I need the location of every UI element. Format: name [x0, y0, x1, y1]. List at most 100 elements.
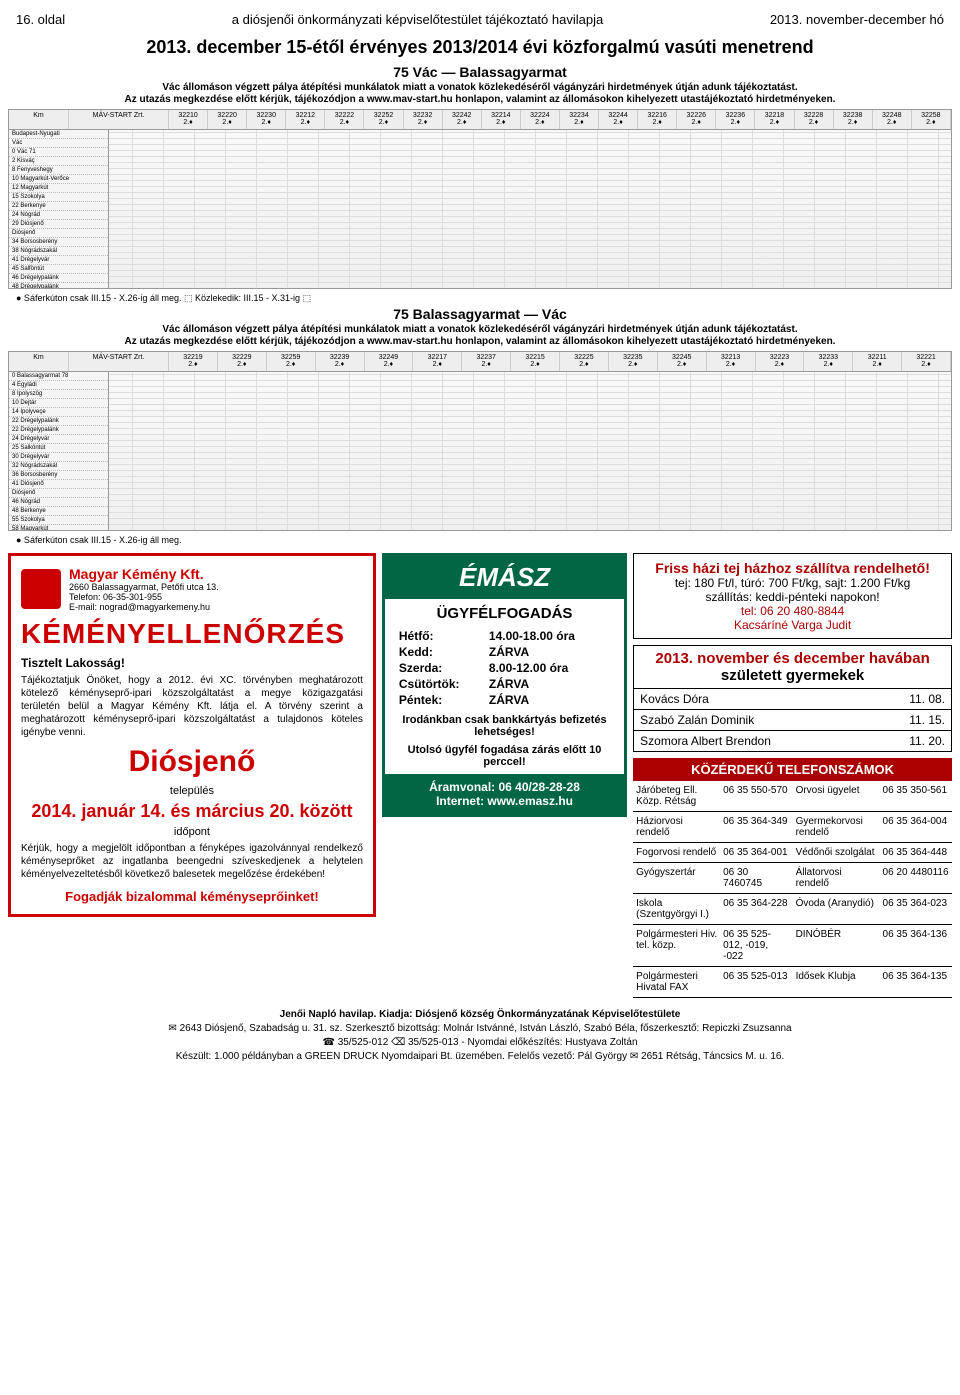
births-title-2: született gyermekek [721, 667, 864, 684]
station-name: 10 Dejtár [9, 399, 108, 408]
station-name: Vác [9, 139, 108, 148]
day-label: Kedd: [399, 645, 489, 659]
company-email: E-mail: nograd@magyarkemeny.hu [69, 602, 219, 612]
footer-line4: Készült: 1.000 példányban a GREEN DRUCK … [8, 1050, 952, 1064]
phone-cell: Háziorvosi rendelő [633, 812, 720, 843]
ad-body-2: Kérjük, hogy a megjelölt időpontban a fé… [21, 842, 363, 881]
phone-cell: 06 35 364-023 [880, 894, 952, 925]
chimney-ad: Magyar Kémény Kft. 2660 Balassagyarmat, … [8, 553, 376, 917]
station-name: 25 Salköntút [9, 444, 108, 453]
train-number: 322252.♦ [560, 352, 609, 371]
phone-cell: Iskola (Szentgyörgyi I.) [633, 894, 720, 925]
phone-cell: Járóbeteg Ell. Közp. Rétság [633, 781, 720, 812]
train-number: 322522.♦ [364, 110, 403, 129]
milk-title: Friss házi tej házhoz szállítva rendelhe… [640, 560, 945, 576]
station-name: 55 Szokolya [9, 516, 108, 525]
timetable-2-header: Km MÁV-START Zrt. 322192.♦322292.♦322592… [9, 352, 951, 372]
station-name: 48 Drégelypalánk [9, 283, 108, 289]
train-number: 322452.♦ [658, 352, 707, 371]
birth-row: Szabó Zalán Dominik11. 15. [634, 709, 951, 730]
route1-note1: Vác állomáson végzett pálya átépítési mu… [8, 82, 952, 93]
phone-cell: DINÓBÉR [793, 925, 880, 967]
train-number: 322102.♦ [169, 110, 208, 129]
births-title-1: 2013. november és december havában [655, 650, 929, 667]
station-name: 15 Szokolya [9, 193, 108, 202]
train-number: 322122.♦ [286, 110, 325, 129]
station-name: 29 Diósjenő [9, 220, 108, 229]
emasz-note2: Utolsó ügyfél fogadása zárás előtt 10 pe… [389, 744, 620, 768]
phone-cell: 06 35 525-012, -019, -022 [720, 925, 792, 967]
ad-greeting: Tisztelt Lakosság! [21, 656, 363, 670]
publication-name: a diósjenői önkormányzati képviselőtestü… [232, 12, 603, 27]
phone-title: KÖZÉRDEKŰ TELEFONSZÁMOK [633, 758, 952, 781]
train-number: 322262.♦ [677, 110, 716, 129]
station-name: 24 Drégelyvár [9, 435, 108, 444]
emasz-web: Internet: www.emasz.hu [391, 794, 618, 808]
ad-date: 2014. január 14. és március 20. között [21, 801, 363, 822]
hours-row: Hétfő:14.00-18.00 óra [385, 628, 624, 644]
train-number: 322442.♦ [599, 110, 638, 129]
hours-value: 14.00-18.00 óra [489, 629, 575, 643]
train-number: 322422.♦ [443, 110, 482, 129]
train-number: 322582.♦ [912, 110, 951, 129]
timetable-2: Km MÁV-START Zrt. 322192.♦322292.♦322592… [8, 351, 952, 531]
milk-prices: tej: 180 Ft/l, túró: 700 Ft/kg, sajt: 1.… [640, 576, 945, 590]
emasz-phone: Áramvonal: 06 40/28-28-28 [391, 780, 618, 794]
timetable-2-stations: 0 Balassagyarmat 784 Egyládi8 Ipolyszög1… [9, 372, 109, 530]
station-name: 48 Berkenye [9, 507, 108, 516]
main-title: 2013. december 15-étől érvényes 2013/201… [8, 37, 952, 58]
phone-cell: 06 35 364-135 [880, 967, 952, 998]
route1-title: 75 Vác — Balassagyarmat [8, 64, 952, 80]
phone-cell: 06 35 525-013 [720, 967, 792, 998]
train-number: 322392.♦ [316, 352, 365, 371]
timetable-1: Km MÁV-START Zrt. 322102.♦322202.♦322302… [8, 109, 952, 289]
train-number: 322372.♦ [462, 352, 511, 371]
train-number: 322592.♦ [267, 352, 316, 371]
milk-phone: tel: 06 20 480-8844 [640, 604, 945, 618]
page-number: 16. oldal [16, 12, 65, 27]
station-name: 14 Ipolyveçe [9, 408, 108, 417]
train-number: 322362.♦ [716, 110, 755, 129]
train-number: 322112.♦ [853, 352, 902, 371]
timetable-1-header: Km MÁV-START Zrt. 322102.♦322202.♦322302… [9, 110, 951, 130]
station-name: 22 Berkenye [9, 202, 108, 211]
phone-cell: Orvosi ügyelet [793, 781, 880, 812]
station-name: 30 Drégelyvár [9, 453, 108, 462]
emasz-subtitle: ÜGYFÉLFOGADÁS [385, 605, 624, 622]
phone-cell: 06 35 364-349 [720, 812, 792, 843]
footer-line2: ✉ 2643 Diósjenő, Szabadság u. 31. sz. Sz… [8, 1022, 952, 1036]
train-number: 322332.♦ [804, 352, 853, 371]
station-name: 36 Borsosberény [9, 471, 108, 480]
phone-cell: Óvoda (Aranydió) [793, 894, 880, 925]
phone-cell: Gyermekorvosi rendelő [793, 812, 880, 843]
child-name: Kovács Dóra [640, 692, 709, 706]
day-label: Csütörtök: [399, 677, 489, 691]
day-label: Szerda: [399, 661, 489, 675]
train-number: 322192.♦ [169, 352, 218, 371]
phone-cell: 06 35 350-561 [880, 781, 952, 812]
ad-town-sub: település [21, 785, 363, 797]
milk-contact: Kacsáríné Varga Judit [640, 618, 945, 632]
hours-value: ZÁRVA [489, 677, 529, 691]
phone-directory: KÖZÉRDEKŰ TELEFONSZÁMOK Járóbeteg Ell. K… [633, 758, 952, 998]
train-number: 322492.♦ [365, 352, 414, 371]
route2-title: 75 Balassagyarmat — Vác [8, 306, 952, 322]
station-name: 46 Drégelypalánk [9, 274, 108, 283]
station-name: Diósjenő [9, 229, 108, 238]
phone-cell: Védőnői szolgálat [793, 843, 880, 863]
station-name: 10 Magyarkút-Verőce [9, 175, 108, 184]
ad-title: KÉMÉNYELLENŐRZÉS [21, 618, 363, 650]
station-name: Budapest-Nyugati [9, 130, 108, 139]
phone-cell: 06 35 550-570 [720, 781, 792, 812]
station-name: 46 Nógrád [9, 498, 108, 507]
hours-row: Csütörtök:ZÁRVA [385, 676, 624, 692]
phone-cell: Idősek Klubja [793, 967, 880, 998]
child-name: Szabó Zalán Dominik [640, 713, 754, 727]
emasz-title: ÉMÁSZ [385, 556, 624, 599]
carrier-label: MÁV-START Zrt. [69, 352, 169, 371]
phone-cell: 06 35 364-001 [720, 843, 792, 863]
station-name: 34 Borsosberény [9, 238, 108, 247]
birth-row: Szomora Albert Brendon11. 20. [634, 730, 951, 751]
issue-date: 2013. november-december hó [770, 12, 944, 27]
chimney-logo-icon [21, 569, 61, 609]
